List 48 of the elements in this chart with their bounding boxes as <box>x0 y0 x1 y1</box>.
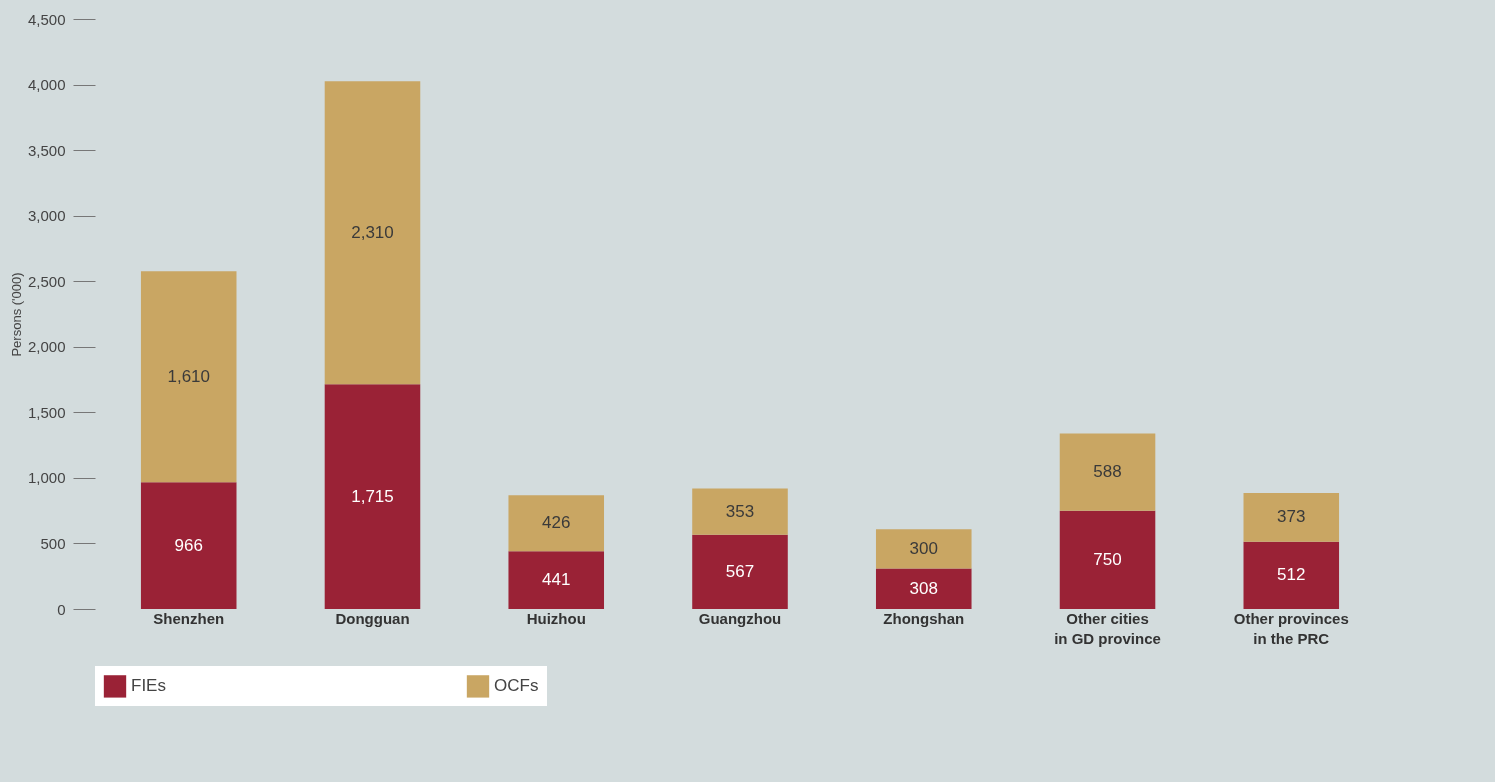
data-label: 1,610 <box>167 366 210 386</box>
bar <box>508 495 605 552</box>
y-tick-label: 0 <box>57 600 66 618</box>
legend-label: OCFs <box>494 676 539 696</box>
data-label: 300 <box>909 538 938 558</box>
y-tick-label: 3,500 <box>27 141 66 159</box>
y-tick-label: 4,000 <box>27 76 66 94</box>
bar <box>324 81 421 385</box>
y-tick-label: 500 <box>40 534 66 552</box>
data-label: 441 <box>542 570 571 590</box>
data-label: 512 <box>1277 565 1306 585</box>
data-label: 308 <box>909 578 938 598</box>
y-axis-title: Persons ('000) <box>8 272 24 357</box>
y-tick-label: 3,000 <box>27 207 66 225</box>
bar <box>875 529 972 569</box>
bar <box>1059 433 1156 511</box>
x-tick-label: Guangzhou <box>698 609 782 627</box>
x-tick-label: Zhongshan <box>883 609 965 627</box>
bar <box>692 488 788 535</box>
data-label: 588 <box>1093 462 1122 482</box>
bar <box>324 384 421 609</box>
bar <box>508 551 605 609</box>
bar <box>140 482 237 609</box>
bar <box>1243 541 1340 609</box>
data-label: 426 <box>542 513 571 533</box>
x-tick-label: Other provinces in the PRC <box>1233 609 1349 647</box>
data-label: 2,310 <box>351 222 394 242</box>
bar <box>1059 510 1156 609</box>
x-tick-label: Shenzhen <box>153 609 225 627</box>
data-label: 373 <box>1277 507 1306 527</box>
x-tick-label: Dongguan <box>335 609 410 627</box>
bar <box>140 271 237 483</box>
data-label: 966 <box>174 535 203 555</box>
data-label: 353 <box>725 501 755 521</box>
bar <box>692 534 788 609</box>
data-label: 1,715 <box>351 486 394 506</box>
data-label: 567 <box>725 561 755 581</box>
x-tick-label: Huizhou <box>526 609 586 627</box>
y-tick-label: 2,500 <box>27 272 66 290</box>
y-tick-label: 4,500 <box>27 10 66 28</box>
data-label: 750 <box>1093 549 1122 569</box>
bar <box>875 568 972 609</box>
x-tick-label: Other cities in GD province <box>1054 609 1161 647</box>
y-tick-label: 2,000 <box>27 338 66 356</box>
y-tick-label: 1,500 <box>27 403 66 421</box>
legend-label: FIEs <box>131 676 166 696</box>
y-tick-label: 1,000 <box>27 469 66 487</box>
bar <box>1243 492 1340 542</box>
